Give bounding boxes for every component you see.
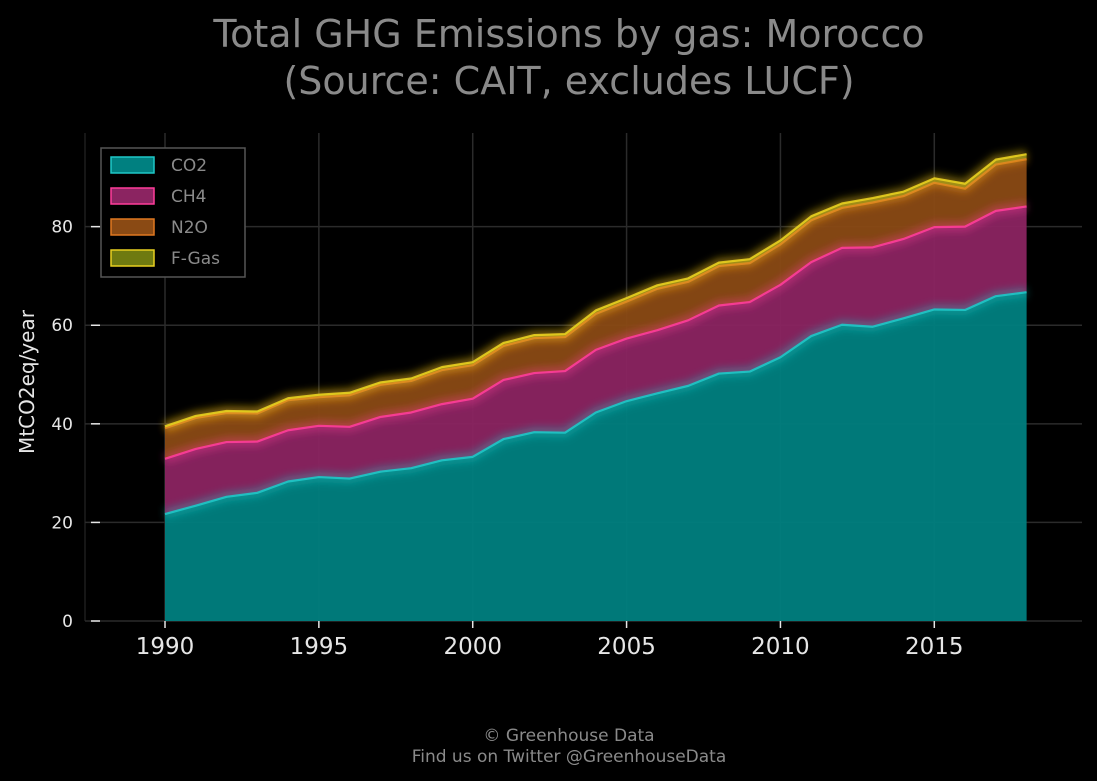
- y-axis: 0 20 40 60 80: [51, 133, 100, 632]
- x-tick-label-1995: 1995: [290, 634, 349, 660]
- y-tick-label-80: 80: [51, 218, 73, 238]
- y-tick-label-0: 0: [62, 612, 73, 632]
- x-tick-label-2015: 2015: [905, 634, 964, 660]
- footer-copyright: © Greenhouse Data: [483, 726, 654, 746]
- y-axis-label: MtCO2eq/year: [15, 309, 39, 454]
- x-tick-label-2005: 2005: [597, 634, 656, 660]
- legend-swatch-co2: [110, 156, 155, 174]
- legend-swatch-ch4: [110, 187, 155, 205]
- legend-swatch-n2o: [110, 218, 155, 236]
- area-ch4: [165, 206, 1027, 515]
- chart-title-line-1: Total GHG Emissions by gas: Morocco: [212, 12, 924, 56]
- legend-label-co2: CO2: [171, 156, 207, 176]
- area-n2o: [165, 159, 1027, 459]
- y-tick-label-60: 60: [51, 316, 73, 336]
- area-co2: [165, 292, 1027, 621]
- y-tick-label-40: 40: [51, 415, 73, 435]
- x-tick-label-1990: 1990: [136, 634, 195, 660]
- x-tick-label-2000: 2000: [443, 634, 502, 660]
- y-tick-label-20: 20: [51, 513, 73, 533]
- footer-twitter: Find us on Twitter @GreenhouseData: [412, 747, 727, 767]
- legend: CO2 CH4 N2O F-Gas: [100, 147, 246, 278]
- legend-label-ch4: CH4: [171, 187, 206, 207]
- legend-label-f-gas: F-Gas: [171, 249, 220, 269]
- line-co2: [164, 291, 1027, 516]
- legend-label-n2o: N2O: [171, 218, 208, 238]
- legend-swatch-f-gas: [110, 249, 155, 267]
- chart-title-line-2: (Source: CAIT, excludes LUCF): [283, 59, 854, 103]
- line-f-gas: [164, 153, 1027, 428]
- x-tick-label-2010: 2010: [751, 634, 810, 660]
- line-ch4: [164, 205, 1027, 460]
- area-series: [163, 149, 1028, 621]
- x-axis: 1990 1995 2000 2005 2010 2015: [136, 621, 964, 660]
